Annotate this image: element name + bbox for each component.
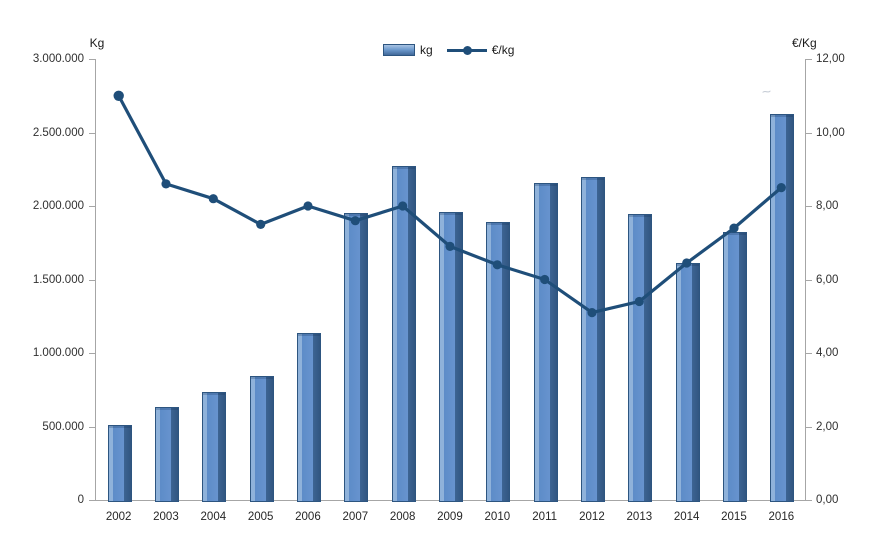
legend: kg €/kg (383, 40, 514, 60)
bar-2014 (675, 263, 700, 502)
line-marker-2004 (208, 194, 218, 204)
left-tick-label: 0 (77, 494, 84, 506)
line-marker-2002 (113, 90, 124, 101)
left-axis-title: Kg (89, 36, 105, 50)
bar-2003 (155, 406, 179, 502)
line-series-swatch-icon (446, 45, 487, 55)
left-tick-label: 2.000.000 (32, 200, 84, 212)
line-marker-2016 (776, 183, 786, 193)
line-marker-2005 (256, 219, 266, 229)
bar-2007 (344, 213, 369, 502)
left-tick (89, 500, 95, 501)
right-tick-label: 2,00 (816, 420, 839, 433)
right-axis-title: €/Kg (792, 36, 817, 50)
right-tick-label: 12,00 (816, 53, 845, 65)
x-label-2015: 2015 (721, 511, 747, 523)
x-label-2012: 2012 (579, 511, 605, 523)
bar-2016 (770, 114, 795, 502)
eur-per-kg-line (117, 94, 783, 315)
right-tick (806, 59, 812, 60)
right-tick-label: 4,00 (816, 347, 839, 359)
line-marker-2014 (682, 258, 692, 268)
legend-item-eur-per-kg: €/kg (446, 43, 515, 57)
bar-series-swatch-icon (383, 44, 415, 56)
right-tick-label: 6,00 (816, 273, 839, 286)
x-label-2014: 2014 (673, 511, 700, 523)
left-tick-label: 500.000 (42, 420, 84, 433)
x-label-2009: 2009 (437, 511, 463, 523)
line-marker-2009 (445, 241, 455, 251)
x-label-2016: 2016 (768, 511, 795, 523)
left-axis-line (95, 59, 96, 500)
left-tick (89, 59, 95, 60)
x-label-2007: 2007 (342, 511, 369, 523)
right-tick-label: 10,00 (816, 126, 845, 139)
right-tick (806, 426, 812, 428)
x-label-2008: 2008 (389, 511, 416, 523)
bar-2015 (723, 231, 747, 502)
x-label-2005: 2005 (247, 511, 274, 523)
left-tick-label: 2.500.000 (32, 126, 84, 139)
right-axis-line (805, 59, 806, 500)
x-label-2003: 2003 (153, 511, 179, 523)
line-marker-2003 (161, 179, 171, 189)
x-label-2002: 2002 (105, 511, 132, 523)
line-marker-2010 (492, 260, 502, 270)
line-layer (113, 90, 786, 318)
line-marker-2006 (303, 201, 313, 211)
right-tick (806, 279, 812, 281)
legend-label-eur-per-kg: €/kg (491, 43, 515, 57)
bar-2005 (249, 375, 274, 502)
line-marker-2012 (587, 308, 597, 318)
line-marker-2015 (729, 223, 739, 233)
bar-2006 (297, 333, 321, 502)
left-tick (89, 426, 95, 428)
left-tick (89, 279, 95, 281)
x-label-2004: 2004 (200, 511, 227, 523)
right-tick-label: 8,00 (816, 200, 839, 212)
plot-area (95, 59, 805, 502)
right-tick-label: 0,00 (816, 494, 839, 506)
line-marker-2011 (540, 274, 550, 285)
bar-2009 (439, 211, 463, 502)
legend-item-kg: kg (383, 43, 433, 57)
left-tick-label: 1.500.000 (32, 273, 84, 286)
line-marker-2007 (350, 216, 360, 226)
bar-2011 (533, 182, 558, 502)
line-marker-2013 (634, 296, 644, 307)
x-label-2013: 2013 (626, 511, 653, 523)
right-tick (806, 206, 812, 207)
right-tick (806, 500, 812, 501)
left-tick (89, 206, 95, 207)
x-label-2006: 2006 (295, 511, 321, 523)
left-tick (89, 353, 95, 354)
bar-2004 (202, 392, 227, 502)
bar-2002 (107, 425, 132, 502)
left-tick-label: 3.000.000 (32, 53, 84, 65)
x-label-2011: 2011 (532, 511, 558, 523)
bar-2012 (581, 176, 605, 502)
line-marker-2008 (398, 201, 408, 211)
bar-2008 (391, 166, 416, 502)
right-tick (806, 353, 812, 354)
right-tick (806, 132, 812, 134)
left-tick-label: 1.000.000 (32, 347, 84, 359)
x-label-2010: 2010 (484, 511, 511, 523)
legend-label-kg: kg (420, 43, 433, 57)
bar-2013 (628, 214, 653, 502)
left-tick (89, 132, 95, 134)
